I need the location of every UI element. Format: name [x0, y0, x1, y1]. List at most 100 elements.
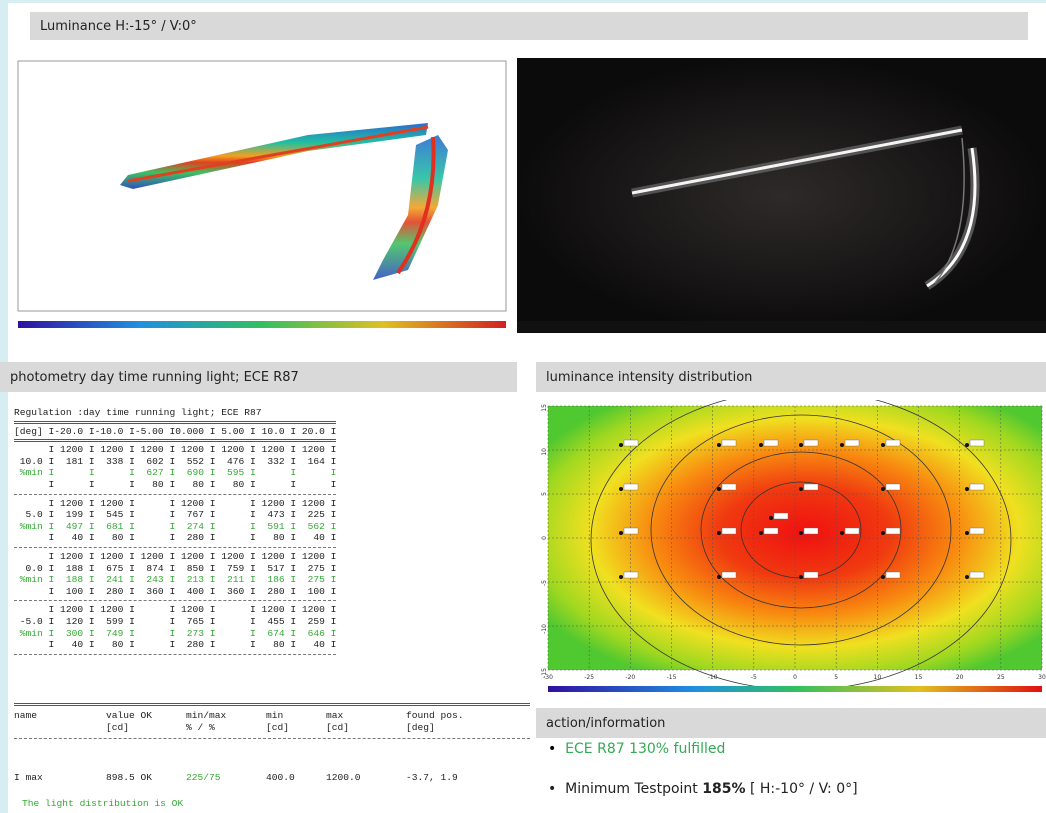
table-line: I 1200 I 1200 I I 1200 I I 1200 I 1200 I — [14, 604, 337, 616]
test-point-tag — [844, 439, 860, 447]
action-item: • Minimum Testpoint 185% [ H:-10° / V: 0… — [548, 781, 858, 797]
result-cell: -3.7, 1.9 — [406, 772, 458, 783]
status: The light distribution is OK — [22, 798, 184, 809]
header-bar: Luminance H:-15° / V:0° — [30, 12, 1028, 40]
action-text: Minimum Testpoint — [565, 781, 703, 797]
report: Luminance H:-15° / V:0° photometry day t… — [0, 3, 1046, 813]
table-line: %min I I I 627 I 690 I 595 I I I — [14, 467, 337, 479]
test-point-tag — [721, 527, 737, 535]
test-point — [799, 487, 803, 491]
x-tick-label: -5 — [751, 674, 757, 681]
test-point-tag — [885, 527, 901, 535]
test-point-tag — [803, 571, 819, 579]
test-point-tag — [969, 571, 985, 579]
header-title: Luminance H:-15° / V:0° — [40, 18, 197, 34]
test-point-tag — [969, 527, 985, 535]
table-line: I 40 I 80 I I 280 I I 80 I 40 I — [14, 532, 337, 548]
x-tick-label: 10 — [874, 674, 882, 681]
test-point — [759, 531, 763, 535]
table-line: %min I 497 I 681 I I 274 I I 591 I 562 I — [14, 520, 337, 532]
test-point — [619, 443, 623, 447]
column-unit: [cd] — [326, 722, 350, 733]
y-tick-label: 15 — [541, 404, 548, 412]
column-header: min — [266, 710, 284, 721]
column-header: found pos. — [406, 710, 464, 721]
test-point — [881, 487, 885, 491]
x-tick-label: 30 — [1038, 674, 1046, 681]
action-item: • ECE R87 130% fulfilled — [548, 741, 726, 757]
false-color-image — [8, 55, 512, 333]
table-line: I 100 I 280 I 360 I 400 I 360 I 280 I 10… — [14, 586, 337, 602]
test-point-tag — [623, 527, 639, 535]
heatmap: -30 -25 -20 -15 -10 -5 0 5 10 15 20 25 30 15 10 5 0 -5 -10… — [541, 400, 1046, 692]
y-tick-label: 0 — [541, 536, 548, 540]
x-tick-label: -20 — [625, 674, 635, 681]
section-bar: action/information — [536, 708, 1046, 738]
test-point — [717, 575, 721, 579]
action-text: [ H:-10° / V: 0°] — [745, 781, 858, 797]
y-tick-label: -10 — [541, 624, 548, 634]
table-line: I 1200 I 1200 I 1200 I 1200 I 1200 I 120… — [14, 550, 337, 562]
test-point — [840, 531, 844, 535]
test-point-tag — [885, 483, 901, 491]
table-line: 10.0 I 181 I 338 I 602 I 552 I 476 I 332… — [14, 455, 337, 467]
x-tick-label: 5 — [834, 674, 838, 681]
section-bar: photometry day time running light; ECE R… — [0, 362, 517, 392]
result-cell: 1200.0 — [326, 772, 361, 783]
luminance-image — [517, 58, 1046, 333]
column-unit: [cd] — [266, 722, 290, 733]
test-point — [881, 531, 885, 535]
test-point-tag — [721, 483, 737, 491]
test-point-tag — [803, 439, 819, 447]
x-tick-label: 25 — [997, 674, 1005, 681]
result-cell: I max — [14, 772, 43, 783]
test-point — [965, 443, 969, 447]
table-line: %min I 300 I 749 I I 273 I I 674 I 646 I — [14, 627, 337, 639]
x-tick-label: -25 — [584, 674, 594, 681]
test-point — [619, 575, 623, 579]
column-header: name — [14, 710, 38, 721]
section-title: action/information — [546, 715, 666, 731]
result-cell: 225/75 — [186, 772, 221, 783]
action-text: ECE R87 130% fulfilled — [565, 741, 726, 757]
test-point — [769, 516, 773, 520]
test-point — [619, 487, 623, 491]
test-point-tag — [969, 483, 985, 491]
test-point — [965, 575, 969, 579]
test-point — [799, 531, 803, 535]
test-point-tag — [623, 571, 639, 579]
x-tick-label: 15 — [915, 674, 923, 681]
table-line: I 1200 I 1200 I 1200 I 1200 I 1200 I 120… — [14, 444, 337, 456]
table-line: -5.0 I 120 I 599 I I 765 I I 455 I 259 I — [14, 615, 337, 627]
test-point — [799, 443, 803, 447]
action-value: 185% — [702, 781, 746, 797]
separator — [14, 738, 530, 739]
x-tick-label: -30 — [543, 674, 553, 681]
column-header: value OK — [106, 710, 153, 721]
section-bar: luminance intensity distribution — [536, 362, 1046, 392]
test-point — [881, 575, 885, 579]
y-tick-label: -15 — [541, 668, 548, 678]
test-point-tag — [721, 439, 737, 447]
test-point — [840, 443, 844, 447]
test-point-tag — [623, 439, 639, 447]
test-point — [799, 575, 803, 579]
y-tick-label: 5 — [541, 492, 548, 496]
test-point-tag — [721, 571, 737, 579]
table-line: I 40 I 80 I I 280 I I 80 I 40 I — [14, 639, 337, 655]
test-point — [619, 531, 623, 535]
test-point — [965, 487, 969, 491]
test-point-tag — [623, 483, 639, 491]
x-tick-label: 0 — [793, 674, 797, 681]
test-point — [717, 443, 721, 447]
table-line: I I I 80 I 80 I 80 I I I — [14, 479, 337, 495]
table-line: I 1200 I 1200 I I 1200 I I 1200 I 1200 I — [14, 497, 337, 509]
test-point-tag — [763, 527, 779, 535]
test-point-tag — [773, 512, 789, 520]
test-point-tag — [803, 527, 819, 535]
test-point-tag — [969, 439, 985, 447]
test-point — [759, 443, 763, 447]
column-unit: [deg] — [406, 722, 435, 733]
test-point — [965, 531, 969, 535]
